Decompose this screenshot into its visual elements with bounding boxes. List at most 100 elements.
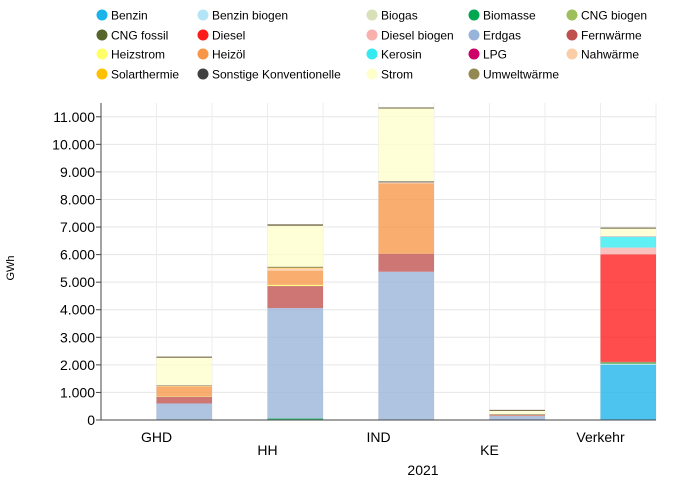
bar-segment-sonstige-konventionelle[interactable] [156, 385, 213, 386]
bar-segment-heizöl[interactable] [156, 386, 213, 397]
bar-segment-heizöl[interactable] [489, 414, 546, 416]
legend-marker [96, 9, 108, 21]
bar-segment-sonstige-konventionelle[interactable] [489, 414, 546, 415]
legend-item-diesel-biogen[interactable]: Diesel biogen [366, 29, 454, 43]
axes: 0 1.000 2.000 3.000 4.000 5.000 6.000 7.000 8.00… [52, 103, 656, 458]
bar-segment-cng-fossil[interactable] [600, 361, 657, 363]
bar-segment-diesel[interactable] [600, 254, 657, 362]
legend-item-heizöl[interactable]: Heizöl [197, 48, 246, 62]
bar-segment-fernwärme[interactable] [378, 253, 435, 272]
legend-label: Kerosin [381, 48, 422, 62]
legend-item-lpg[interactable]: LPG [468, 48, 508, 62]
bar-stack-ke[interactable] [489, 409, 546, 420]
bar-stack-ind[interactable] [378, 107, 435, 420]
legend-item-cng-biogen[interactable]: CNG biogen [566, 9, 648, 23]
legend-item-kerosin[interactable]: Kerosin [366, 48, 422, 62]
legend-item-umweltwärme[interactable]: Umweltwärme [468, 68, 560, 82]
bar-segment-fernwärme[interactable] [489, 415, 546, 417]
legend-marker [468, 48, 480, 60]
y-tick-label: 1.000 [60, 384, 95, 400]
bar-segment-fernwärme[interactable] [156, 396, 213, 404]
bar-segment-solarthermie[interactable] [267, 267, 324, 269]
y-tick-label: 11.000 [53, 109, 95, 125]
legend-item-heizstrom[interactable]: Heizstrom [96, 48, 166, 62]
bar-segment-strom[interactable] [267, 225, 324, 267]
bar-segment-nahwärme[interactable] [267, 268, 324, 271]
y-tick-label: 10.000 [52, 136, 95, 152]
bar-segment-biomasse[interactable] [600, 363, 657, 365]
bar-segment-biomasse[interactable] [267, 418, 324, 420]
legend-item-nahwärme[interactable]: Nahwärme [566, 48, 640, 62]
legend-label: CNG biogen [581, 9, 647, 23]
legend-label: Diesel biogen [381, 29, 454, 43]
legend-item-cng-fossil[interactable]: CNG fossil [96, 29, 169, 43]
bar-segment-erdgas[interactable] [267, 308, 324, 419]
bar-segment-heizöl[interactable] [267, 270, 324, 285]
legend-label: Strom [381, 68, 413, 82]
bar-segment-kerosin[interactable] [600, 236, 657, 248]
bar-segment-heizstrom[interactable] [267, 284, 324, 287]
legend: Benzin Benzin biogen Biogas Biomasse CNG bio… [96, 9, 648, 82]
legend-marker [197, 48, 209, 60]
legend-label: Sonstige Konventionelle [212, 68, 341, 82]
legend-marker [96, 48, 108, 60]
bar-segment-heizstrom[interactable] [156, 396, 213, 397]
bar-segment-erdgas[interactable] [156, 403, 213, 420]
legend-marker [366, 29, 378, 41]
bar-segment-fernwärme[interactable] [267, 286, 324, 309]
legend-label: LPG [483, 48, 507, 62]
legend-marker [566, 9, 578, 21]
bar-stack-verkehr[interactable] [600, 227, 657, 420]
legend-marker [566, 29, 578, 41]
legend-label: Benzin [111, 9, 148, 23]
x-tick-label-ke: KE [480, 442, 499, 458]
legend-item-biomasse[interactable]: Biomasse [468, 9, 537, 23]
bar-segment-erdgas[interactable] [378, 271, 435, 420]
legend-item-benzin-biogen[interactable]: Benzin biogen [197, 9, 289, 23]
legend-label: Heizstrom [111, 48, 165, 62]
legend-item-biogas[interactable]: Biogas [366, 9, 418, 23]
legend-marker [366, 68, 378, 80]
legend-label: Solarthermie [111, 68, 179, 82]
legend-item-strom[interactable]: Strom [366, 68, 414, 82]
legend-marker [197, 9, 209, 21]
bar-segment-strom[interactable] [489, 410, 546, 415]
legend-item-benzin[interactable]: Benzin [96, 9, 148, 23]
bar-segment-benzin-biogen[interactable] [600, 364, 657, 365]
legend-item-diesel[interactable]: Diesel [197, 29, 246, 43]
y-tick-label: 6.000 [60, 247, 95, 263]
bar-segment-heizöl[interactable] [378, 183, 435, 254]
bar-segment-cng-biogen[interactable] [600, 362, 657, 364]
legend-marker [366, 48, 378, 60]
bar-segment-strom[interactable] [156, 357, 213, 386]
bar-segment-diesel-biogen[interactable] [600, 247, 657, 255]
x-tick-label-hh: HH [257, 442, 277, 458]
legend-marker [468, 29, 480, 41]
bar-segment-strom[interactable] [378, 108, 435, 182]
legend-marker [197, 29, 209, 41]
bar-segment-benzin[interactable] [600, 364, 657, 420]
legend-item-solarthermie[interactable]: Solarthermie [96, 68, 180, 82]
y-tick-label: 5.000 [60, 274, 95, 290]
bar-segment-strom[interactable] [600, 228, 657, 237]
y-tick-label: 9.000 [60, 164, 95, 180]
bar-segment-sonstige-konventionelle[interactable] [267, 266, 324, 268]
legend-item-fernwärme[interactable]: Fernwärme [566, 29, 643, 43]
bar-segment-umweltwärme[interactable] [267, 224, 324, 226]
legend-marker [468, 9, 480, 21]
y-tick-label: 2.000 [60, 357, 95, 373]
y-tick-label: 4.000 [60, 302, 95, 318]
bar-segment-erdgas[interactable] [489, 416, 546, 420]
legend-label: CNG fossil [111, 29, 168, 43]
y-axis-label: GWh [5, 255, 17, 280]
legend-item-erdgas[interactable]: Erdgas [468, 29, 522, 43]
bar-segment-nahwärme[interactable] [378, 182, 435, 184]
legend-label: Heizöl [212, 48, 245, 62]
bar-stack-ghd[interactable] [156, 356, 213, 420]
legend-label: Benzin biogen [212, 9, 288, 23]
legend-label: Nahwärme [581, 48, 639, 62]
bar-segment-sonstige-konventionelle[interactable] [378, 181, 435, 183]
legend-item-sonstige-konventionelle[interactable]: Sonstige Konventionelle [197, 68, 342, 82]
bar-stack-hh[interactable] [267, 224, 324, 420]
